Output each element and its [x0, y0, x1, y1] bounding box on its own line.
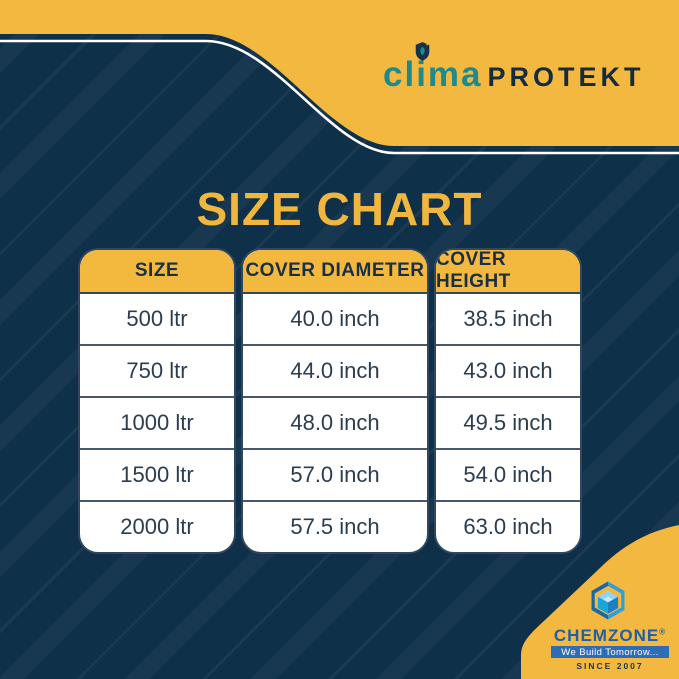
- climaprotekt-logo: clima PROTEKT: [383, 41, 645, 94]
- table-cell: 750 ltr: [80, 344, 234, 396]
- tagline-strip: We Build Tomorrow...: [551, 646, 669, 658]
- size-chart-table: SIZE 500 ltr 750 ltr 1000 ltr 1500 ltr 2000 …: [78, 248, 592, 554]
- table-cell: 48.0 inch: [243, 396, 427, 448]
- column-header-cover-diameter: COVER DIAMETER: [243, 250, 427, 294]
- table-column-size: SIZE 500 ltr 750 ltr 1000 ltr 1500 ltr 2000 …: [78, 248, 236, 554]
- column-header-cover-height: COVER HEIGHT: [436, 250, 580, 294]
- table-cell: 500 ltr: [126, 306, 188, 331]
- brand-clima: clima: [383, 55, 483, 94]
- table-cell: 57.0 inch: [243, 448, 427, 500]
- chemzone-wordmark: CHEMZONE®: [543, 626, 677, 646]
- company-name: CHEMZONE: [553, 626, 660, 645]
- top-banner-shape: [0, 0, 679, 155]
- table-column-cover-height: COVER HEIGHT 38.5 inch 43.0 inch 49.5 inch…: [434, 248, 582, 554]
- tagline-text: We Build Tomorrow...: [561, 646, 659, 658]
- column-header-size: SIZE: [80, 250, 234, 294]
- table-cell: 57.5 inch: [243, 500, 427, 552]
- column-body-cover-diameter: 40.0 inch 44.0 inch 48.0 inch 57.0 inch 57.5…: [243, 294, 427, 552]
- table-cell: 38.5 inch: [463, 306, 553, 331]
- table-cell: 1500 ltr: [80, 448, 234, 500]
- table-cell: 54.0 inch: [436, 448, 580, 500]
- table-cell: 2000 ltr: [80, 500, 234, 552]
- table-cell: 40.0 inch: [290, 306, 380, 331]
- table-cell: 1000 ltr: [80, 396, 234, 448]
- brand-protekt: PROTEKT: [487, 62, 645, 92]
- since-label: SINCE 2007: [576, 661, 644, 671]
- table-cell: 49.5 inch: [436, 396, 580, 448]
- table-cell: 44.0 inch: [243, 344, 427, 396]
- page-title: SIZE CHART: [196, 183, 483, 235]
- table-cell: 63.0 inch: [436, 500, 580, 552]
- table-column-cover-diameter: COVER DIAMETER 40.0 inch 44.0 inch 48.0 in…: [241, 248, 429, 554]
- isometric-cube-icon: [591, 581, 625, 620]
- shield-leaf-icon: [415, 41, 431, 61]
- registered-trademark-symbol: ®: [659, 627, 667, 637]
- column-body-cover-height: 38.5 inch 43.0 inch 49.5 inch 54.0 inch 63.0…: [436, 294, 580, 552]
- column-body-size: 500 ltr 750 ltr 1000 ltr 1500 ltr 2000 ltr: [80, 294, 234, 552]
- table-cell: 43.0 inch: [436, 344, 580, 396]
